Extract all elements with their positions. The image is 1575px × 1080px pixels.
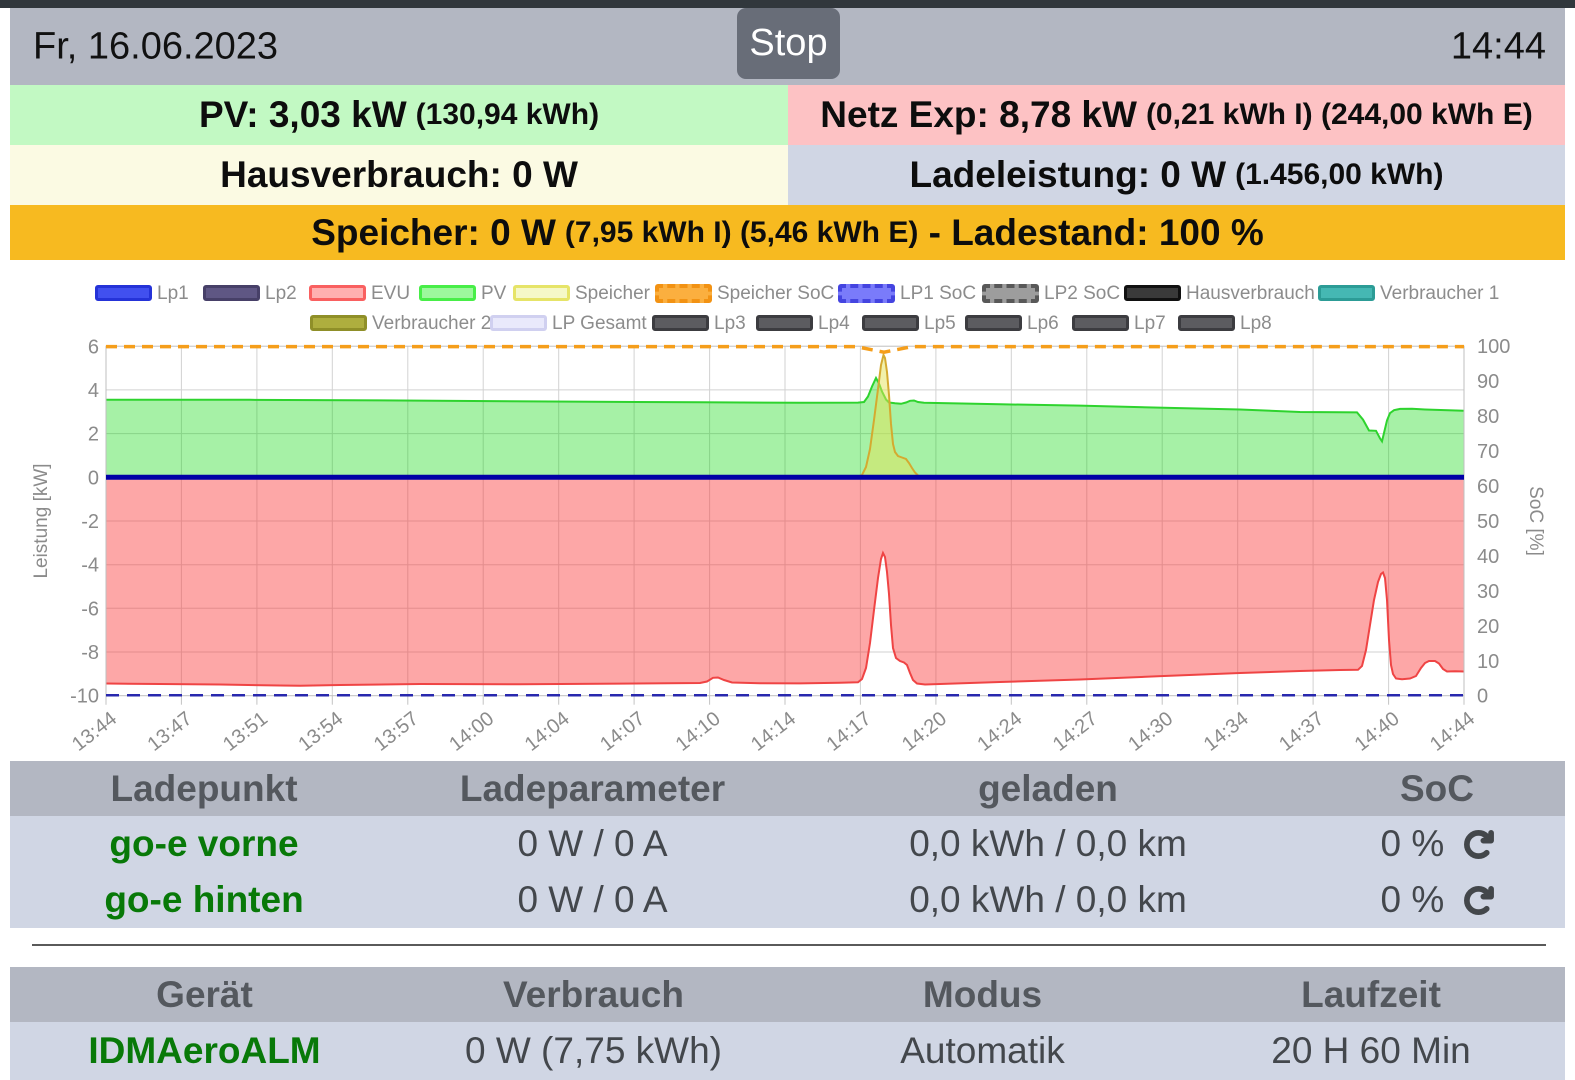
svg-text:40: 40 bbox=[1477, 546, 1499, 568]
svg-text:14:27: 14:27 bbox=[1049, 708, 1102, 756]
svg-text:-4: -4 bbox=[81, 555, 99, 577]
svg-text:SoC [%]: SoC [%] bbox=[1525, 486, 1546, 556]
svg-text:13:44: 13:44 bbox=[68, 708, 121, 756]
svg-text:0: 0 bbox=[88, 467, 99, 489]
svg-text:30: 30 bbox=[1477, 581, 1499, 603]
svg-text:100: 100 bbox=[1477, 336, 1510, 358]
svg-text:60: 60 bbox=[1477, 476, 1499, 498]
svg-text:20: 20 bbox=[1477, 616, 1499, 638]
svg-text:2: 2 bbox=[88, 424, 99, 446]
svg-text:14:04: 14:04 bbox=[521, 708, 574, 756]
svg-text:14:34: 14:34 bbox=[1200, 708, 1253, 756]
svg-text:80: 80 bbox=[1477, 406, 1499, 428]
svg-text:13:47: 13:47 bbox=[143, 708, 196, 756]
svg-text:14:37: 14:37 bbox=[1275, 708, 1328, 756]
svg-text:14:24: 14:24 bbox=[973, 708, 1026, 756]
svg-text:14:30: 14:30 bbox=[1124, 708, 1177, 756]
svg-text:4: 4 bbox=[88, 380, 99, 402]
svg-text:14:20: 14:20 bbox=[898, 708, 951, 756]
svg-text:14:00: 14:00 bbox=[445, 708, 498, 756]
svg-text:14:44: 14:44 bbox=[1426, 708, 1479, 756]
svg-text:90: 90 bbox=[1477, 371, 1499, 393]
svg-text:-2: -2 bbox=[81, 511, 99, 533]
svg-text:10: 10 bbox=[1477, 651, 1499, 673]
svg-text:-6: -6 bbox=[81, 598, 99, 620]
svg-text:14:40: 14:40 bbox=[1351, 708, 1404, 756]
svg-text:14:14: 14:14 bbox=[747, 708, 800, 756]
svg-text:13:54: 13:54 bbox=[294, 708, 347, 756]
svg-text:14:10: 14:10 bbox=[672, 708, 725, 756]
svg-text:13:51: 13:51 bbox=[219, 708, 272, 756]
svg-text:70: 70 bbox=[1477, 441, 1499, 463]
svg-text:-8: -8 bbox=[81, 642, 99, 664]
svg-text:Leistung [kW]: Leistung [kW] bbox=[31, 463, 52, 578]
svg-text:50: 50 bbox=[1477, 511, 1499, 533]
svg-text:6: 6 bbox=[88, 336, 99, 358]
svg-text:0: 0 bbox=[1477, 686, 1488, 708]
svg-text:14:17: 14:17 bbox=[822, 708, 875, 756]
svg-text:14:07: 14:07 bbox=[596, 708, 649, 756]
svg-text:-10: -10 bbox=[70, 686, 99, 708]
svg-text:13:57: 13:57 bbox=[370, 708, 423, 756]
